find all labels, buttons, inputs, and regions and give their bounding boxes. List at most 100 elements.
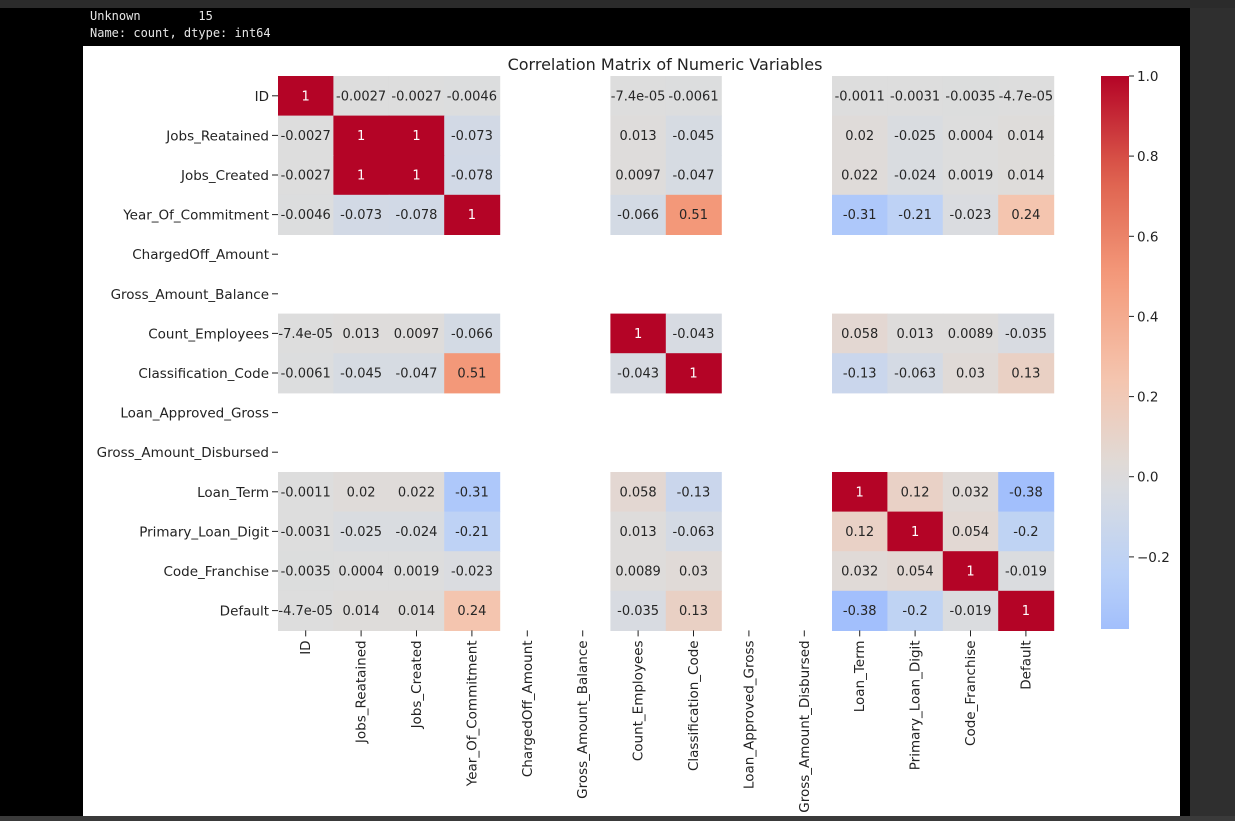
- cell-value-label: 1: [412, 129, 420, 144]
- colorbar-tick-label: −0.2: [1137, 550, 1170, 566]
- heatmap-cell: [998, 155, 1055, 196]
- heatmap-cell: [942, 155, 999, 196]
- heatmap-cell: [388, 353, 445, 394]
- heatmap-cell: [444, 155, 501, 196]
- heatmap-cell: [832, 194, 888, 235]
- heatmap-cell: [665, 551, 722, 592]
- heatmap-cell: [388, 590, 445, 631]
- cell-value-label: 0.022: [398, 485, 435, 500]
- cell-value-label: -0.0061: [281, 367, 331, 382]
- heatmap-cell: [998, 511, 1055, 552]
- y-axis-labels: ID Jobs_Reatained Jobs_Created Year_Of_Comm…: [97, 89, 278, 620]
- cell-value-label: -0.066: [617, 208, 659, 223]
- cell-value-label: 0.03: [956, 367, 985, 382]
- cell-value-label: 0.03: [679, 565, 708, 580]
- cell-value-label: -0.035: [617, 604, 659, 619]
- cell-value-label: 0.013: [896, 327, 933, 342]
- heatmap-cell: [998, 313, 1055, 354]
- heatmap-cell: [665, 511, 722, 552]
- cell-value-label: -0.0035: [281, 565, 331, 580]
- heatmap-cell: [333, 115, 390, 156]
- heatmap-cell: [942, 194, 999, 235]
- output-right-gutter: [1180, 8, 1190, 821]
- cell-value-label: 0.0019: [394, 565, 440, 580]
- cell-value-label: -0.073: [451, 129, 493, 144]
- y-tick-label: Jobs_Created: [180, 168, 269, 184]
- heatmap-cell: [832, 511, 888, 552]
- heatmap-cell: [444, 353, 501, 394]
- cell-value-label: 0.24: [457, 604, 486, 619]
- cell-value-label: -4.7e-05: [999, 89, 1054, 104]
- heatmap-cell: [998, 76, 1055, 117]
- heatmap-cell: [444, 590, 501, 631]
- heatmap-cell: [388, 76, 445, 117]
- heatmap-cell: [610, 551, 667, 592]
- y-tick-label: Gross_Amount_Disbursed: [97, 445, 269, 461]
- heatmap-cell: [278, 590, 334, 631]
- cell-value-label: -0.0011: [835, 89, 885, 104]
- heatmap-cell: [388, 115, 445, 156]
- cell-value-label: -0.2: [1013, 525, 1038, 540]
- heatmap-cell: [388, 155, 445, 196]
- heatmap-cell: [942, 313, 999, 354]
- heatmap-cell: [444, 472, 501, 513]
- colorbar-tick-label: 0.8: [1137, 149, 1158, 165]
- cell-value-label: -0.047: [673, 169, 715, 184]
- cell-value-label: -0.31: [843, 208, 877, 223]
- cell-value-label: 1: [357, 169, 365, 184]
- heatmap-cells: 1 -0.0027 -0.0027 -0.0046 -7.4e-05 -0.0061 -0.…: [278, 76, 1055, 631]
- cell-value-label: -0.019: [1005, 565, 1047, 580]
- cell-value-label: 1: [412, 169, 420, 184]
- cell-value-label: 0.0089: [948, 327, 994, 342]
- cell-value-label: -0.063: [894, 367, 936, 382]
- heatmap-cell: [887, 194, 944, 235]
- cell-value-label: -0.023: [950, 208, 992, 223]
- cell-value-label: -0.0031: [281, 525, 331, 540]
- cell-value-label: -0.0027: [281, 129, 331, 144]
- cell-value-label: -0.0046: [281, 208, 331, 223]
- cell-value-label: -0.0061: [668, 89, 718, 104]
- heatmap-cell: [887, 472, 944, 513]
- cell-value-label: -0.019: [950, 604, 992, 619]
- heatmap-cell: [388, 194, 445, 235]
- y-tick-label: Count_Employees: [148, 326, 269, 342]
- vertical-scrollbar[interactable]: [1190, 8, 1235, 821]
- heatmap-cell: [942, 76, 999, 117]
- heatmap-cell: [610, 313, 667, 354]
- heatmap-cell: [998, 590, 1055, 631]
- heatmap-cell: [388, 511, 445, 552]
- heatmap-cell: [942, 590, 999, 631]
- colorbar: 1.0 0.8 0.6 0.4 0.2 0.0 −0.2: [1101, 69, 1170, 629]
- heatmap-cell: [665, 76, 722, 117]
- cell-value-label: -0.38: [1009, 485, 1043, 500]
- heatmap-cell: [665, 590, 722, 631]
- heatmap-cell: [278, 155, 334, 196]
- cell-value-label: 0.02: [845, 129, 874, 144]
- heatmap-cell: [333, 472, 390, 513]
- cell-value-label: -0.21: [898, 208, 932, 223]
- cell-value-label: 0.013: [619, 525, 656, 540]
- heatmap-cell: [278, 472, 334, 513]
- cell-value-label: 0.12: [901, 485, 930, 500]
- cell-value-label: 0.24: [1011, 208, 1040, 223]
- bottom-strip: [0, 816, 1235, 821]
- heatmap-cell: [998, 115, 1055, 156]
- heatmap-cell: [942, 472, 999, 513]
- cell-value-label: 0.014: [342, 604, 379, 619]
- heatmap-cell: [278, 115, 334, 156]
- heatmap-cell: [942, 115, 999, 156]
- heatmap-cell: [278, 551, 334, 592]
- cell-value-label: -0.0035: [945, 89, 995, 104]
- cell-value-label: -0.024: [396, 525, 438, 540]
- cell-value-label: 0.12: [845, 525, 874, 540]
- cell-value-label: 0.51: [679, 208, 708, 223]
- heatmap-cell: [333, 353, 390, 394]
- cell-value-label: 0.022: [841, 169, 878, 184]
- cell-value-label: -4.7e-05: [278, 604, 333, 619]
- y-tick-label: Primary_Loan_Digit: [139, 524, 269, 540]
- heatmap-cell: [887, 115, 944, 156]
- cell-value-label: -0.025: [340, 525, 382, 540]
- heatmap-cell: [388, 313, 445, 354]
- cell-value-label: 0.013: [619, 129, 656, 144]
- cell-value-label: -0.023: [451, 565, 493, 580]
